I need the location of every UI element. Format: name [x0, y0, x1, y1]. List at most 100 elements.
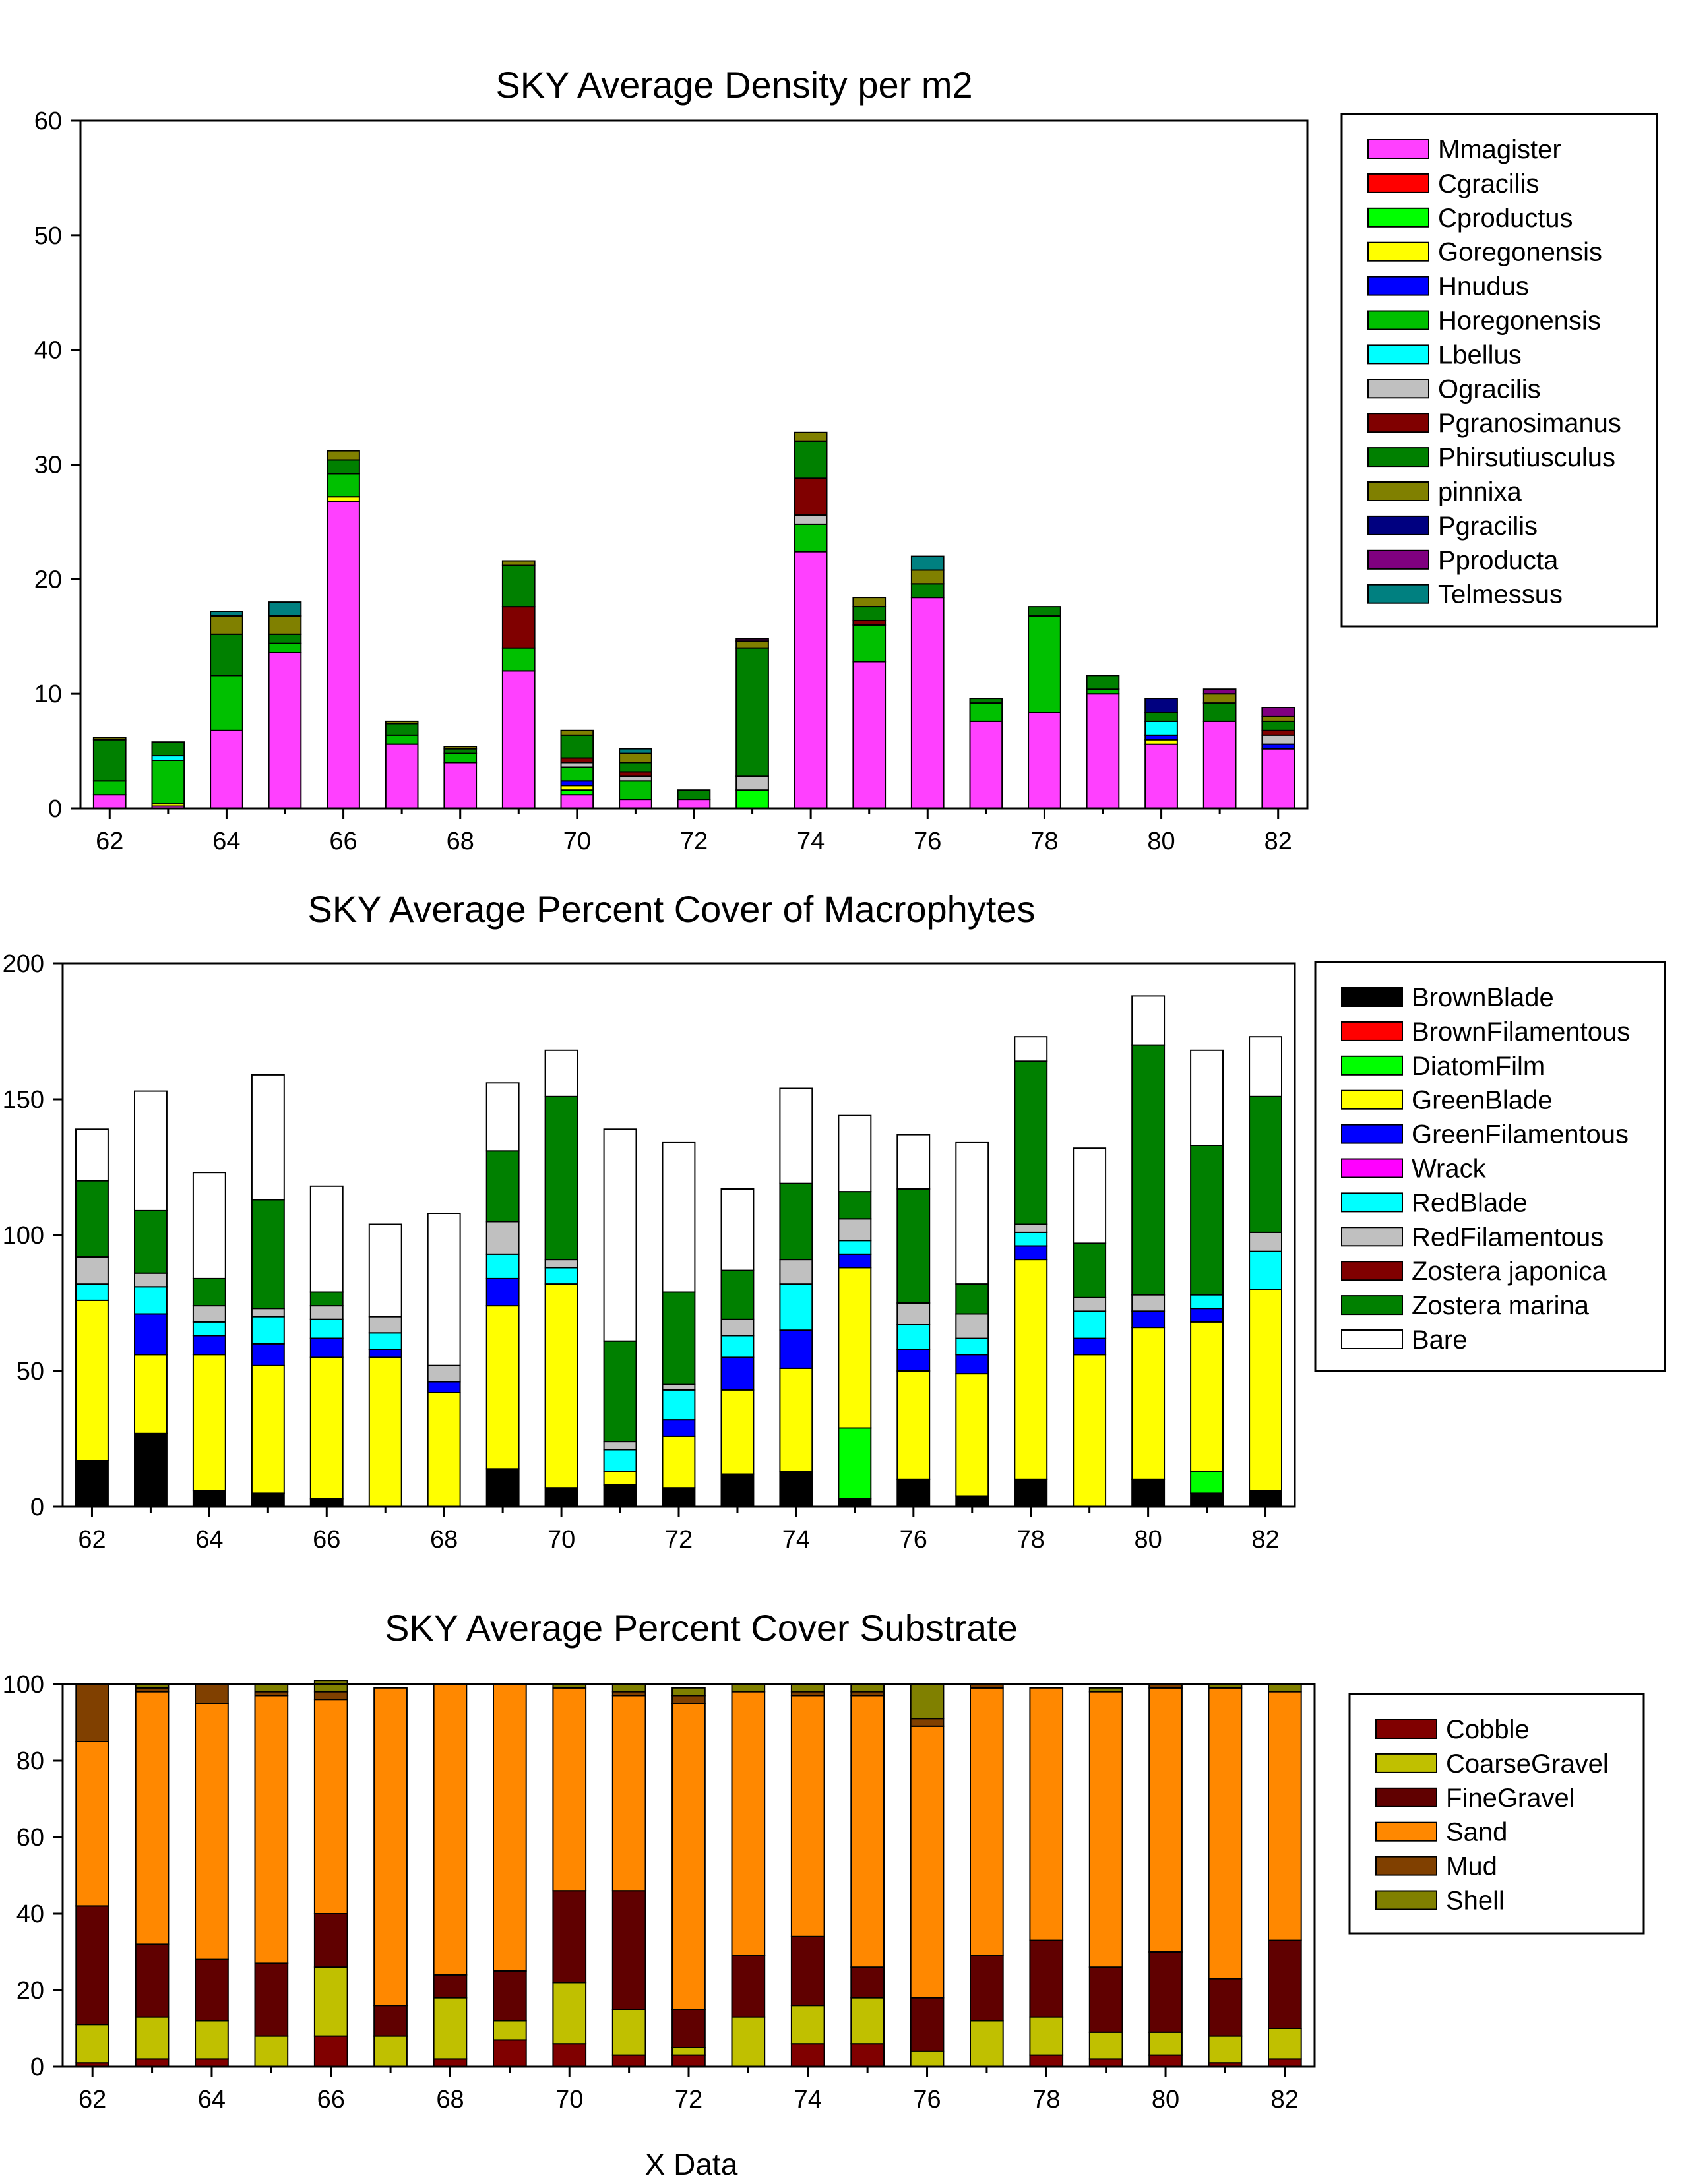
density-chart: SKY Average Density per m2 0 10 20 30 40 50 60… [34, 64, 1658, 855]
substrate-bar-finegravel-65 [254, 1962, 289, 2037]
macrophytes-bar-brownblade-63 [134, 1432, 168, 1508]
macrophytes-bar-greenblade-73 [720, 1389, 755, 1475]
macrophytes-bar-greenfilamentous-64 [192, 1335, 226, 1356]
macrophytes-bar-zostera-marina-72 [662, 1291, 696, 1385]
substrate-bar-mud-62 [75, 1684, 110, 1742]
macrophytes-bar-greenblade-65 [251, 1364, 285, 1494]
substrate-bar-sand-72 [671, 1703, 706, 2010]
density-bar-mmagister-78 [1028, 712, 1061, 809]
x-axis-title: X Data [645, 2147, 738, 2181]
substrate-bar-sand-70 [552, 1687, 587, 1892]
macrophytes-bar-zostera-marina-63 [134, 1209, 168, 1274]
density-bar-phirsutiusculus-64 [210, 633, 243, 677]
density-bar-mmagister-82 [1261, 748, 1295, 809]
density-legend-label-pgranosimanus: Pgranosimanus [1438, 409, 1621, 438]
density-bar-phirsutiusculus-62 [92, 739, 127, 782]
substrate-bar-coarsegravel-74 [790, 2005, 825, 2045]
macrophytes-legend-swatch-redfilamentous [1341, 1227, 1403, 1247]
substrate-x-tick-label: 76 [913, 2086, 941, 2113]
density-legend-swatch-cproductus [1367, 207, 1429, 228]
density-bar-horegonensis-69 [501, 647, 536, 672]
density-bar-phirsutiusculus-73 [735, 647, 769, 777]
substrate-bar-sand-77 [970, 1687, 1004, 1957]
macrophytes-bar-brownblade-70 [544, 1487, 578, 1507]
macrophytes-bar-brownblade-78 [1014, 1478, 1048, 1508]
macrophytes-legend-swatch-greenfilamentous [1341, 1124, 1403, 1144]
substrate-x-tick-label: 64 [198, 2086, 226, 2113]
density-bar-pinnixa-76 [910, 569, 945, 585]
macrophytes-x-tick-label: 68 [430, 1526, 458, 1554]
density-x-tick-label: 76 [914, 828, 941, 855]
macrophytes-bar-redblade-62 [75, 1283, 109, 1301]
substrate-bar-finegravel-72 [671, 2009, 706, 2048]
macrophytes-bar-brownblade-71 [603, 1484, 637, 1507]
macrophytes-x-tick-label: 82 [1251, 1526, 1279, 1554]
substrate-bar-sand-74 [790, 1695, 825, 1937]
macrophytes-bar-bare-76 [896, 1134, 931, 1190]
density-bar-mmagister-64 [210, 729, 243, 810]
substrate-bar-cobble-69 [493, 2039, 527, 2067]
macrophytes-bar-bare-77 [955, 1141, 989, 1285]
macrophytes-bar-greenblade-63 [134, 1354, 168, 1434]
macrophytes-bar-greenblade-66 [309, 1356, 344, 1500]
macrophytes-bar-brownblade-65 [251, 1492, 285, 1507]
density-bar-pinnixa-73 [735, 640, 769, 649]
substrate-bar-coarsegravel-80 [1148, 2031, 1183, 2056]
substrate-bar-sand-63 [135, 1691, 170, 1945]
density-bar-telmessus-64 [210, 611, 243, 617]
macrophytes-bar-greenfilamentous-80 [1131, 1310, 1166, 1329]
macrophytes-bar-bare-63 [134, 1090, 168, 1211]
macrophytes-x-tick-label: 64 [195, 1526, 223, 1554]
density-legend-swatch-telmessus [1367, 584, 1429, 604]
substrate-bar-finegravel-62 [75, 1905, 110, 2026]
macrophytes-bar-zostera-marina-62 [75, 1180, 109, 1258]
substrate-legend: Cobble CoarseGravel FineGravel Sand Mud Shell [1348, 1693, 1645, 1935]
macrophytes-chart-title: SKY Average Percent Cover of Macrophytes [308, 888, 1036, 930]
macrophytes-bar-greenfilamentous-75 [838, 1253, 872, 1269]
macrophytes-legend-label-diatomfilm: DiatomFilm [1412, 1052, 1545, 1081]
density-bar-pproducta-82 [1261, 707, 1295, 717]
substrate-bar-coarsegravel-81 [1208, 2035, 1243, 2064]
macrophytes-chart: SKY Average Percent Cover of Macrophytes… [3, 888, 1666, 1554]
substrate-bar-coarsegravel-78 [1029, 2016, 1064, 2056]
macrophytes-bar-greenblade-74 [779, 1367, 813, 1472]
macrophytes-bar-greenblade-81 [1190, 1321, 1224, 1472]
substrate-bar-sand-71 [611, 1695, 646, 1892]
macrophytes-legend-label-redblade: RedBlade [1412, 1188, 1528, 1217]
macrophytes-bar-diatomfilm-81 [1190, 1471, 1224, 1494]
substrate-x-tick-label: 74 [794, 2086, 822, 2113]
macrophytes-bar-zostera-marina-74 [779, 1182, 813, 1261]
density-bar-pinnixa-69 [501, 560, 536, 566]
macrophytes-bar-bare-78 [1014, 1036, 1048, 1062]
macrophytes-bar-greenblade-75 [838, 1267, 872, 1429]
density-bar-phirsutiusculus-79 [1086, 675, 1120, 690]
density-bar-telmessus-71 [619, 748, 652, 754]
substrate-bar-mud-72 [671, 1695, 706, 1704]
macrophytes-bar-brownblade-82 [1249, 1490, 1282, 1508]
density-x-tick-label: 74 [797, 828, 825, 855]
macrophytes-bar-greenblade-76 [896, 1370, 931, 1480]
substrate-y-tick-label: 20 [16, 1977, 44, 2005]
density-bar-mmagister-70 [560, 794, 594, 809]
substrate-x-tick-label: 80 [1152, 2086, 1179, 2113]
macrophytes-bar-greenblade-78 [1014, 1259, 1048, 1480]
macrophytes-bar-bare-68 [427, 1213, 461, 1366]
density-bar-horegonensis-64 [210, 675, 243, 731]
substrate-bar-cobble-64 [195, 2058, 229, 2067]
macrophytes-x-tick-label: 66 [313, 1526, 340, 1554]
density-legend-label-goregonensis: Goregonensis [1438, 238, 1602, 267]
macrophytes-bar-greenfilamentous-78 [1014, 1245, 1048, 1261]
density-x-tick-label: 72 [680, 828, 708, 855]
density-bar-mmagister-79 [1086, 693, 1120, 809]
substrate-bar-sand-62 [75, 1741, 110, 1907]
substrate-bar-finegravel-78 [1029, 1939, 1064, 2018]
macrophytes-bar-redblade-79 [1073, 1310, 1107, 1339]
substrate-bar-mud-76 [910, 1718, 945, 1727]
density-bar-pinnixa-66 [327, 450, 360, 461]
substrate-bar-finegravel-64 [195, 1958, 229, 2022]
density-bar-pinnixa-71 [619, 752, 652, 764]
macrophytes-bar-brownblade-74 [779, 1471, 813, 1507]
density-bar-horegonensis-75 [852, 624, 887, 663]
density-bar-pgranosimanus-70 [560, 757, 594, 764]
macrophytes-bar-greenblade-79 [1073, 1354, 1107, 1508]
